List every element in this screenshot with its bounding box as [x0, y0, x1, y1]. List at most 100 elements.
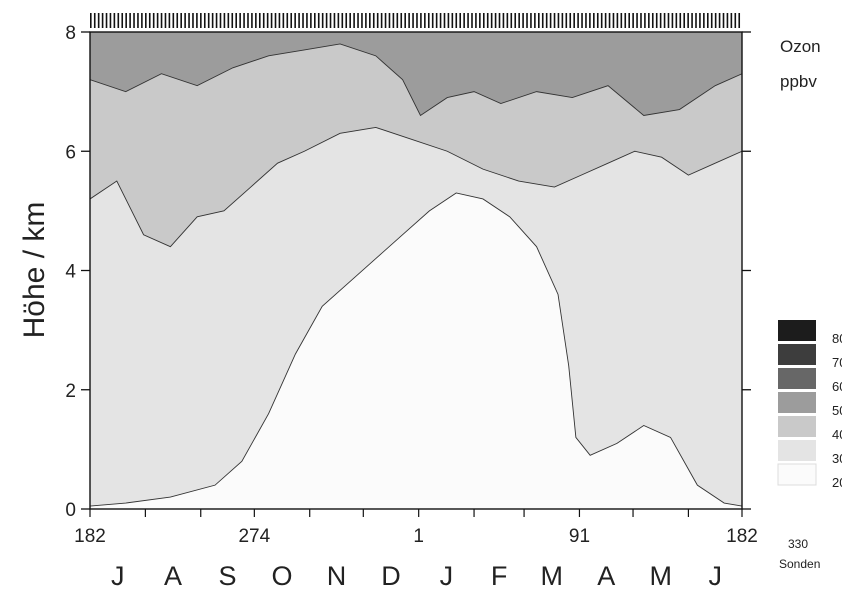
sounding-mark [184, 13, 186, 28]
sounding-mark [482, 13, 485, 28]
sounding-mark [231, 13, 234, 28]
sounding-mark [266, 13, 269, 28]
sounding-mark [479, 13, 481, 28]
sounding-mark [687, 13, 689, 28]
colorbar-title: Ozon [780, 37, 821, 56]
sounding-mark [380, 13, 383, 28]
x-tick-label: 274 [238, 526, 270, 547]
sounding-mark [640, 13, 642, 28]
sounding-mark [337, 13, 340, 28]
sounding-mark [227, 13, 230, 28]
sounding-mark [420, 13, 422, 28]
sounding-mark [93, 13, 96, 28]
y-tick-label: 6 [65, 142, 76, 163]
sounding-mark [282, 13, 285, 28]
sounding-mark [490, 13, 493, 28]
sounding-mark [192, 13, 194, 28]
sounding-mark [577, 13, 579, 28]
sounding-mark [223, 13, 226, 28]
sounding-mark [534, 13, 536, 28]
sounding-mark [648, 13, 650, 28]
sounding-mark [593, 13, 595, 28]
sounding-mark [357, 13, 359, 28]
sounding-mark [321, 13, 324, 28]
sounding-mark [274, 13, 277, 28]
sounding-mark [738, 13, 741, 28]
legend-swatch [778, 368, 816, 389]
sounding-mark [526, 13, 528, 28]
sounding-mark [443, 13, 446, 28]
sounding-mark [141, 13, 143, 28]
sounding-mark [164, 13, 167, 28]
sounding-mark [663, 13, 666, 28]
month-label: S [219, 561, 237, 591]
contour-30 [90, 192, 742, 507]
sounding-mark [345, 13, 348, 28]
sounding-mark [105, 13, 108, 28]
sounding-mark [255, 13, 257, 28]
sounding-mark [97, 13, 100, 28]
legend-swatch [778, 392, 816, 413]
sounding-mark [196, 13, 198, 28]
sounding-mark [369, 13, 371, 28]
x-tick-label: 91 [569, 526, 590, 547]
sounding-mark [203, 13, 206, 28]
sounding-mark [581, 13, 583, 28]
sounding-mark [298, 13, 300, 28]
sounding-mark [302, 13, 304, 28]
sounding-mark [121, 13, 124, 28]
legend-label: 60 [832, 379, 842, 394]
y-tick-label: 0 [65, 500, 76, 521]
sounding-mark [412, 13, 414, 28]
sounding-mark [616, 13, 619, 28]
sounding-mark [451, 13, 454, 28]
sounding-mark [180, 13, 182, 28]
sounding-mark [388, 13, 391, 28]
sounding-mark [424, 13, 426, 28]
legend-label: 30 [832, 451, 842, 466]
sounding-mark [714, 13, 717, 28]
legend-swatch [778, 440, 816, 461]
sounding-mark [545, 13, 548, 28]
sounding-mark [475, 13, 477, 28]
x-axis: 182 274 1 91 182 [74, 509, 758, 547]
sounding-mark [506, 13, 509, 28]
sounding-mark [585, 13, 587, 28]
sounding-mark [455, 13, 458, 28]
sounding-mark [325, 13, 328, 28]
sounding-mark [439, 13, 442, 28]
legend-label: 70 [832, 355, 842, 370]
sounding-mark [290, 13, 293, 28]
y-tick-label: 2 [65, 381, 76, 402]
sounding-mark [518, 13, 520, 28]
sounding-mark [651, 13, 654, 28]
sounding-mark [675, 13, 678, 28]
sounding-mark [211, 13, 214, 28]
sounding-mark [333, 13, 336, 28]
sounding-mark [541, 13, 544, 28]
sounding-mark [306, 13, 308, 28]
sounding-mark [129, 13, 131, 28]
sounding-mark [510, 13, 513, 28]
sounding-mark [251, 13, 253, 28]
sounding-mark [636, 13, 638, 28]
sounding-mark [530, 13, 532, 28]
sounding-mark [734, 13, 737, 28]
legend-swatch [778, 344, 816, 365]
month-label: F [491, 561, 508, 591]
legend-swatch [778, 320, 816, 341]
sounding-mark [317, 13, 320, 28]
month-label: N [327, 561, 347, 591]
sounding-mark [125, 13, 127, 28]
x-tick-label: 1 [413, 526, 424, 547]
contour-40 [90, 126, 742, 248]
sounding-mark [557, 13, 560, 28]
month-label: J [440, 561, 454, 591]
sounding-mark [435, 13, 438, 28]
sounding-mark [286, 13, 289, 28]
sounding-count: 330 [788, 537, 808, 551]
month-label: M [649, 561, 672, 591]
sounding-mark [392, 13, 395, 28]
sounding-mark [384, 13, 387, 28]
